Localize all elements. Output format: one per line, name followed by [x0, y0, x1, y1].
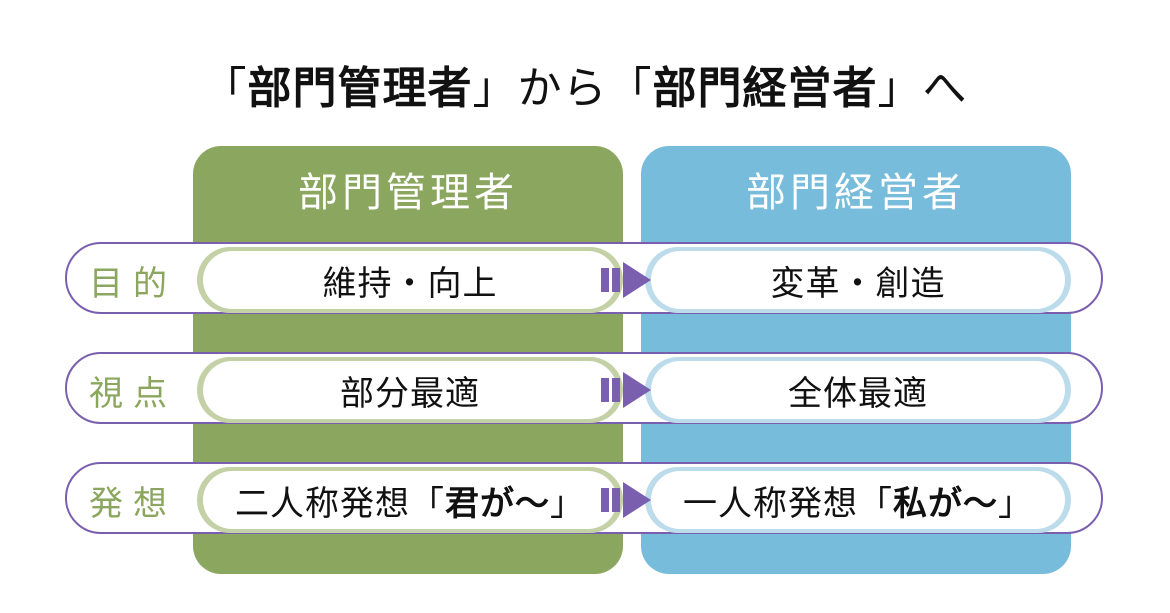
- row-3-right-bold: 私が～: [893, 476, 998, 525]
- page-title: 「部門管理者」から「部門経営者」へ: [0, 52, 1170, 116]
- row-3-left-bold: 君が～: [445, 476, 550, 525]
- row-1-right-text: 変革・創造: [771, 256, 946, 305]
- row-2-left-text: 部分最適: [340, 366, 480, 415]
- row-3-left-cell: 二人称発想「君が～」: [203, 471, 617, 529]
- row-1-right-cell: 変革・創造: [651, 251, 1065, 309]
- row-3-label: 発想: [67, 464, 189, 536]
- title-mid1: 」から「: [473, 64, 653, 113]
- title-right-term: 部門経営者: [653, 64, 878, 113]
- row-3-left-suffix: 」: [550, 476, 585, 525]
- row-1-pill: 目的 維持・向上 変革・創造: [65, 242, 1103, 314]
- row-3-arrow-icon: [601, 480, 651, 520]
- row-1-left-cell: 維持・向上: [203, 251, 617, 309]
- row-1-label-text: 目的: [89, 256, 177, 305]
- row-2-label-text: 視点: [89, 366, 177, 415]
- row-3-right-cell: 一人称発想「私が～」: [651, 471, 1065, 529]
- title-bracket-open: 「: [203, 64, 248, 113]
- row-3-label-text: 発想: [89, 476, 177, 525]
- title-left-term: 部門管理者: [248, 64, 473, 113]
- title-mid2: 」へ: [878, 64, 968, 113]
- column-left-header: 部門管理者: [193, 146, 623, 220]
- row-1-arrow-icon: [601, 260, 651, 300]
- row-2-right-cell: 全体最適: [651, 361, 1065, 419]
- row-2-arrow-icon: [601, 370, 651, 410]
- row-2-right-text: 全体最適: [788, 366, 928, 415]
- column-right-header: 部門経営者: [641, 146, 1071, 220]
- row-1-left-text: 維持・向上: [323, 256, 498, 305]
- row-2-label: 視点: [67, 354, 189, 426]
- comparison-chart: 部門管理者 部門経営者 目的 維持・向上 変革・創造 視点 部分最適 全体最適 …: [65, 146, 1105, 576]
- row-3-pill: 発想 二人称発想「君が～」 一人称発想「私が～」: [65, 462, 1103, 534]
- row-2-left-cell: 部分最適: [203, 361, 617, 419]
- page-root: 「部門管理者」から「部門経営者」へ 部門管理者 部門経営者 目的 維持・向上 変…: [0, 0, 1170, 613]
- row-1-label: 目的: [67, 244, 189, 316]
- row-3-right-prefix: 一人称発想「: [683, 476, 893, 525]
- row-2-pill: 視点 部分最適 全体最適: [65, 352, 1103, 424]
- row-3-left-prefix: 二人称発想「: [235, 476, 445, 525]
- row-3-right-suffix: 」: [998, 476, 1033, 525]
